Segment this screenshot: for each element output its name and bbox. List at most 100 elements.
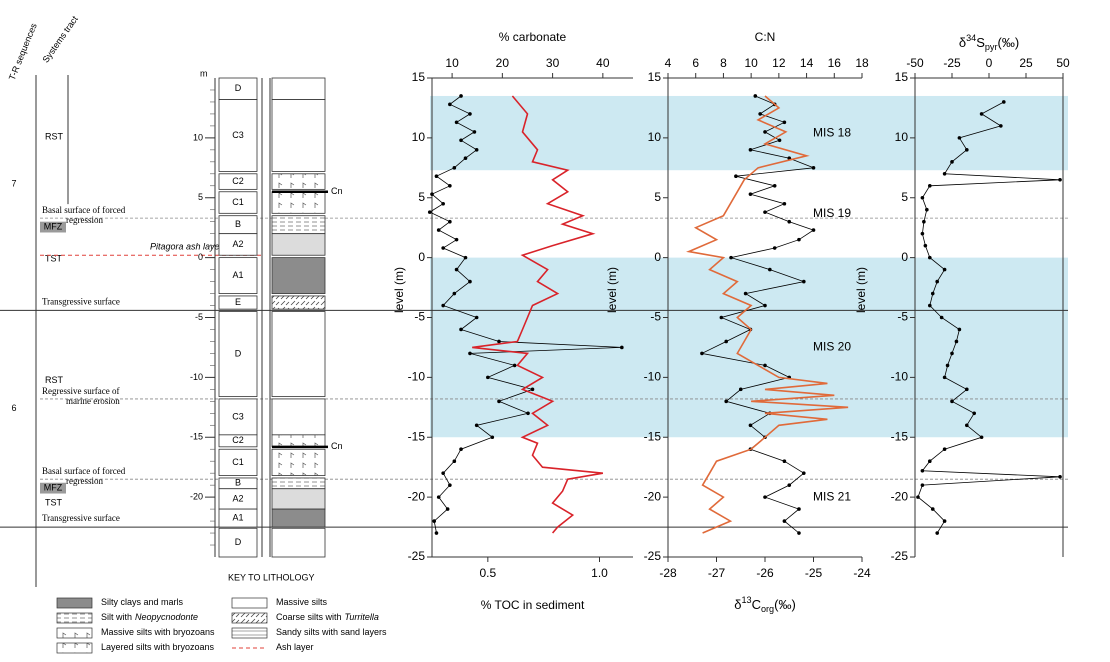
unit-label: E: [235, 297, 241, 307]
label-part: org: [761, 604, 774, 614]
data-point: [958, 136, 962, 140]
x-tick-label: 1.0: [591, 566, 608, 580]
lithology-box: [272, 296, 325, 309]
legend-text: Massive silts with bryozoans: [101, 627, 215, 637]
data-point: [921, 196, 925, 200]
data-point: [455, 268, 459, 272]
lithology-key: Silty clays and marls Silt withNeopycnodo…: [57, 597, 387, 653]
y-tick-label: -25: [408, 549, 426, 563]
surface-label: marine erosion: [66, 396, 120, 406]
data-point: [812, 166, 816, 170]
data-point: [720, 316, 724, 320]
unit-label: A1: [232, 270, 243, 280]
y-tick-label: 5: [654, 190, 661, 204]
unit-label: D: [235, 83, 242, 93]
data-point: [468, 280, 472, 284]
scale-tick-label: 0: [198, 252, 203, 262]
x2-tick-label: 16: [828, 56, 842, 70]
y-axis-label: level (m): [854, 267, 868, 313]
legend-swatch: [232, 628, 267, 638]
data-point: [763, 130, 767, 134]
lithology-box: [272, 258, 325, 294]
unit-label: A1: [232, 512, 243, 522]
data-point: [441, 304, 445, 308]
legend-text: Massive silts: [276, 597, 328, 607]
y-tick-label: -20: [408, 489, 426, 503]
data-point: [430, 192, 434, 196]
x2-tick-label: 10: [445, 56, 459, 70]
y-tick-label: -10: [891, 370, 909, 384]
mis-label: MIS 19: [813, 206, 851, 220]
legend-label: Silty clays and marls: [101, 597, 184, 607]
unit-label: B: [235, 478, 241, 488]
surface-label: regression: [66, 476, 103, 486]
data-point: [441, 471, 445, 475]
data-point: [768, 268, 772, 272]
unit-label: C2: [232, 435, 244, 445]
y-tick-label: 10: [412, 130, 426, 144]
unit-label: D: [235, 348, 242, 358]
data-point: [931, 292, 935, 296]
mis-label: MIS 21: [813, 489, 851, 503]
data-point: [773, 184, 777, 188]
y-axis-label: level (m): [392, 267, 406, 313]
x2-tick-label: 30: [546, 56, 560, 70]
surface-label: Regressive surface of: [42, 386, 119, 396]
axis-label: % carbonate: [499, 30, 567, 44]
y-tick-label: 0: [654, 250, 661, 264]
data-point: [455, 238, 459, 242]
data-point: [435, 531, 439, 535]
data-point: [773, 246, 777, 250]
data-point: [943, 376, 947, 380]
data-point: [526, 412, 530, 416]
data-point: [965, 388, 969, 392]
data-point: [763, 495, 767, 499]
data-point: [464, 156, 468, 160]
data-point: [459, 138, 463, 142]
unit-label: C2: [232, 176, 244, 186]
data-point: [797, 531, 801, 535]
scale-tick-label: 5: [198, 192, 203, 202]
data-point: [744, 292, 748, 296]
x-tick-label: 50: [1056, 56, 1070, 70]
sequence-label: 7: [11, 179, 16, 189]
data-point: [437, 495, 441, 499]
x-tick-label: -25: [805, 566, 823, 580]
lithology-box: [272, 192, 325, 214]
data-point: [432, 519, 436, 523]
surface-label: Basal surface of forced: [42, 466, 126, 476]
y-tick-label: 15: [648, 70, 662, 84]
data-point: [473, 130, 477, 134]
y-tick-label: -15: [408, 429, 426, 443]
legend-text: Ash layer: [276, 642, 314, 652]
scale-tick-label: -15: [190, 432, 203, 442]
data-point: [965, 423, 969, 427]
lithology-box: [272, 528, 325, 557]
label-part: C: [752, 597, 761, 612]
axis-label: C:N: [755, 30, 776, 44]
scale-tick-label: -5: [195, 312, 203, 322]
data-point: [763, 210, 767, 214]
data-point: [739, 388, 743, 392]
y-tick-label: 15: [895, 70, 909, 84]
label-part: 34: [966, 33, 976, 43]
data-point: [783, 459, 787, 463]
data-point: [497, 340, 501, 344]
systems-tract-label: TST: [45, 498, 63, 508]
scale-tick-label: -10: [190, 372, 203, 382]
x2-tick-label: 14: [800, 56, 814, 70]
data-point: [928, 304, 932, 308]
data-point: [513, 364, 517, 368]
data-point: [921, 469, 925, 473]
surface-label: regression: [66, 215, 103, 225]
data-point: [931, 507, 935, 511]
data-point: [441, 202, 445, 206]
data-point: [928, 256, 932, 260]
legend-italic: Turritella: [345, 612, 379, 622]
legend-label: Layered silts with bryozoans: [101, 642, 215, 652]
legend-swatch: [57, 643, 92, 653]
data-point: [1002, 100, 1006, 104]
x2-tick-label: 8: [720, 56, 727, 70]
data-point: [749, 148, 753, 152]
